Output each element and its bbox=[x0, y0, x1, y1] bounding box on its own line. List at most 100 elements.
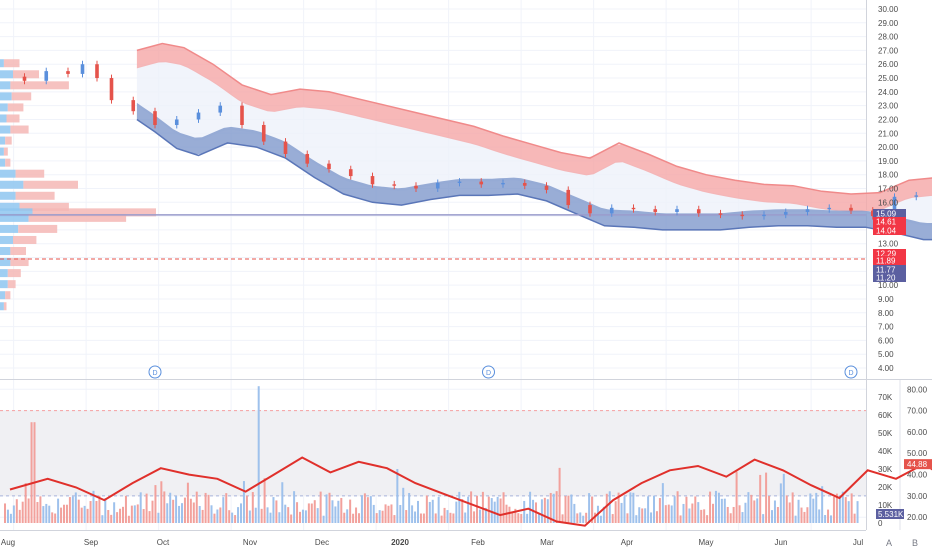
volume-bar bbox=[68, 497, 71, 523]
volume-bar bbox=[750, 494, 753, 523]
price-callout-bg bbox=[873, 265, 906, 274]
volume-bar bbox=[540, 499, 543, 523]
volume-bar bbox=[281, 482, 284, 523]
volume-profile-buy-bar bbox=[0, 125, 11, 134]
volume-bar bbox=[582, 515, 585, 523]
volume-tick-label: 60K bbox=[878, 411, 893, 420]
volume-bar bbox=[201, 509, 204, 523]
price-tick-label: 5.00 bbox=[878, 350, 894, 359]
volume-bar bbox=[319, 491, 322, 523]
volume-bar bbox=[222, 497, 225, 523]
time-axis: Aug Sep Oct Nov Dec 2020 Feb Mar Apr May Jun Jul bbox=[1, 538, 863, 547]
volume-bar bbox=[384, 504, 387, 523]
volume-tick-label: 40K bbox=[878, 447, 893, 456]
volume-bar bbox=[240, 503, 242, 523]
volume-bar bbox=[422, 513, 425, 523]
volume-bar bbox=[800, 507, 803, 523]
volume-bar bbox=[599, 515, 602, 523]
volume-bar bbox=[169, 492, 172, 523]
oscillator-tick-label: 60.00 bbox=[907, 428, 928, 437]
volume-tick-label: 0 bbox=[878, 519, 883, 528]
volume-bar bbox=[366, 497, 369, 523]
log-scale-button[interactable]: B bbox=[911, 538, 918, 548]
price-callout-bg bbox=[873, 273, 906, 282]
volume-bar bbox=[346, 509, 349, 523]
volume-bar bbox=[393, 515, 396, 523]
volume-bar bbox=[124, 495, 127, 523]
volume-bar bbox=[809, 493, 812, 523]
price-callout: 11.89 bbox=[873, 256, 906, 266]
volume-bar bbox=[685, 496, 688, 523]
volume-bar bbox=[349, 499, 352, 523]
volume-bar bbox=[664, 505, 667, 523]
volume-bar bbox=[307, 503, 310, 523]
volume-profile-buy-bar bbox=[0, 136, 6, 145]
time-tick-label: Apr bbox=[621, 538, 634, 547]
volume-bar bbox=[455, 501, 458, 523]
volume-bar bbox=[437, 496, 440, 523]
candle-body bbox=[805, 209, 810, 212]
volume-bar bbox=[278, 512, 281, 523]
volume-bar bbox=[602, 506, 605, 523]
time-tick-label: Aug bbox=[1, 538, 15, 547]
candle-body bbox=[22, 76, 27, 81]
volume-bar bbox=[650, 512, 653, 523]
volume-bar bbox=[213, 513, 216, 523]
volume-bar bbox=[33, 422, 36, 523]
volume-bar bbox=[12, 505, 15, 523]
volume-profile-sell-bar bbox=[7, 103, 24, 112]
lower-band-ribbon bbox=[136, 102, 932, 240]
price-tick-label: 18.00 bbox=[878, 171, 899, 180]
dividend-marker-circle bbox=[148, 365, 162, 379]
volume-profile-buy-bar bbox=[0, 103, 8, 112]
volume-bar bbox=[181, 503, 183, 523]
candle-body bbox=[892, 196, 897, 217]
candle-body bbox=[675, 209, 679, 212]
volume-bar bbox=[812, 498, 815, 523]
volume-bar bbox=[21, 501, 24, 523]
volume-profile-buy-bar bbox=[0, 180, 24, 189]
oscillator-line bbox=[9, 456, 932, 527]
candle-body bbox=[348, 169, 353, 177]
candle-body bbox=[653, 209, 658, 212]
oscillator-tick-label: 80.00 bbox=[907, 385, 928, 394]
volume-bar bbox=[101, 515, 104, 523]
volume-bar bbox=[77, 499, 80, 523]
candle-body bbox=[588, 205, 592, 214]
auto-scale-button[interactable]: A bbox=[885, 538, 892, 548]
volume-bar bbox=[107, 510, 110, 523]
volume-profile-sell-bar bbox=[5, 158, 11, 167]
volume-bar bbox=[287, 507, 290, 523]
volume-bar bbox=[301, 509, 304, 523]
volume-bar bbox=[355, 507, 358, 523]
volume-bar bbox=[623, 496, 626, 523]
dividend-marker: D bbox=[844, 365, 858, 379]
candle-body bbox=[240, 105, 244, 125]
volume-bar bbox=[526, 513, 529, 523]
volume-bar bbox=[788, 502, 791, 523]
volume-bar bbox=[703, 509, 706, 523]
volume-bar bbox=[175, 495, 178, 523]
volume-bar bbox=[313, 500, 316, 523]
volume-bar bbox=[446, 510, 449, 523]
volume-bar bbox=[375, 513, 378, 523]
volume-bar bbox=[464, 512, 467, 523]
volume-profile-sell-bar bbox=[3, 147, 8, 156]
volume-bar bbox=[337, 500, 340, 523]
volume-bar bbox=[576, 513, 579, 523]
time-tick-label: Nov bbox=[243, 538, 257, 547]
volume-bar bbox=[844, 497, 847, 523]
dividend-marker-label: D bbox=[848, 370, 853, 377]
volume-bar bbox=[818, 509, 821, 523]
candle-body bbox=[174, 119, 179, 125]
volume-bar bbox=[98, 495, 101, 523]
price-callout: 11.77 bbox=[873, 265, 906, 275]
price-tick-label: 17.00 bbox=[878, 185, 899, 194]
volume-bar bbox=[697, 502, 700, 523]
price-tick-label: 7.00 bbox=[878, 323, 894, 332]
candle-body bbox=[827, 207, 832, 210]
dividend-marker-circle bbox=[482, 365, 495, 379]
price-callout-bg bbox=[873, 249, 906, 258]
volume-profile-buy-bar bbox=[0, 213, 29, 222]
volume-bar bbox=[794, 515, 797, 523]
